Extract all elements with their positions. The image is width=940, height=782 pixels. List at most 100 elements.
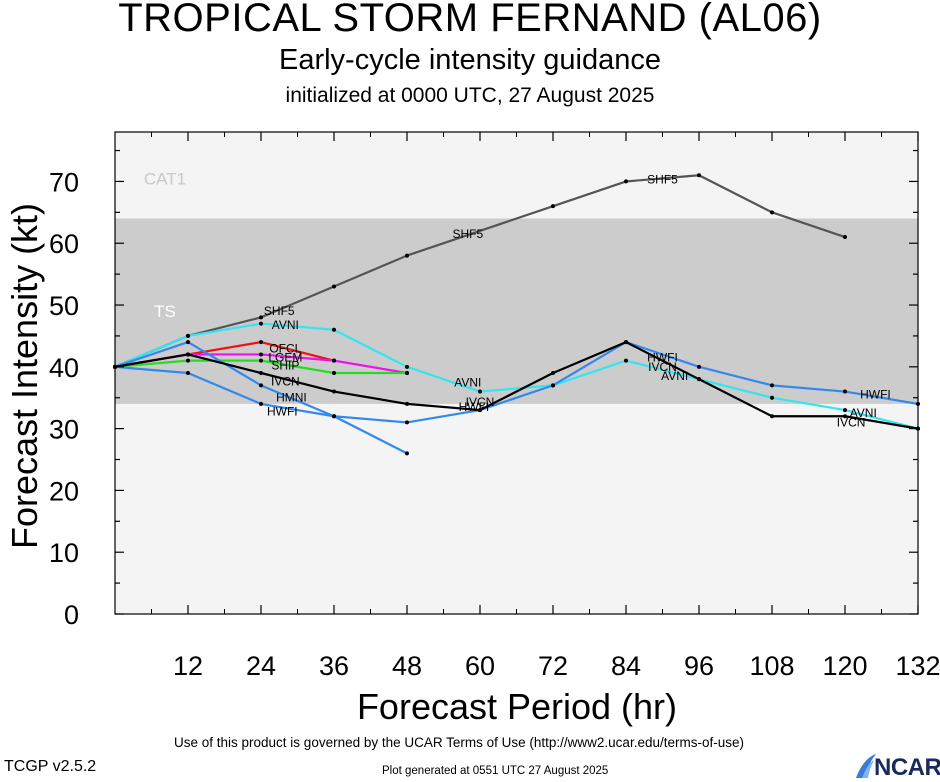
ncar-logo-icon [856, 754, 876, 778]
series-point-avni [478, 389, 482, 394]
series-point-hwfi [770, 383, 774, 388]
series-label-avni: AVNI [661, 369, 688, 383]
series-point-ship [186, 358, 190, 363]
series-label-shf5: SHF5 [264, 304, 295, 318]
series-point-ship [405, 371, 409, 375]
series-label-avni: AVNI [850, 406, 877, 420]
series-point-shf5 [332, 284, 336, 289]
x-tick-label: 108 [749, 651, 794, 681]
series-point-shf5 [843, 235, 847, 240]
series-point-hwfi [259, 401, 263, 406]
x-tick-label: 96 [684, 651, 714, 681]
series-point-hwfi [186, 371, 190, 375]
x-tick-label: 12 [173, 651, 203, 681]
band-label-cat1: CAT1 [144, 169, 186, 188]
series-label-ship: SHIP [271, 359, 299, 373]
x-tick-label: 132 [895, 651, 940, 681]
series-point-hmni [259, 383, 263, 388]
series-lines [113, 173, 920, 456]
series-label-hwfi: HWFI [459, 400, 490, 414]
band-ts [115, 218, 918, 404]
series-label-ivcn: IVCN [648, 360, 677, 374]
axes: 12 24 36 48 60 72 84 96 108 120 132 0 10 20 30 40 50 60 70 [49, 131, 940, 681]
series-point-ivcn [478, 408, 482, 413]
series-line-hwfi [114, 341, 919, 424]
x-tick-label: 84 [611, 651, 641, 681]
series-point-avni [186, 333, 190, 338]
series-label-ivcn: IVCN [837, 415, 866, 429]
series-point-ivcn [843, 414, 847, 419]
x-axis-label: Forecast Period (hr) [357, 686, 677, 727]
series-line-avni [114, 322, 919, 430]
series-point-ivcn [259, 371, 263, 375]
band-cat1 [115, 132, 918, 219]
series-point-avni [405, 364, 409, 369]
x-tick-label: 48 [392, 651, 422, 681]
y-tick-label: 50 [49, 291, 79, 321]
series-point-ivcn [770, 414, 774, 419]
series-point-ship [332, 371, 336, 375]
y-tick-label: 60 [49, 229, 79, 259]
series-label-ofcl: OFCL [269, 341, 301, 355]
chart-init-time: initialized at 0000 UTC, 27 August 2025 [285, 84, 655, 107]
series-point-avni [624, 358, 628, 363]
series-point-hwfi [697, 364, 701, 369]
y-tick-label: 20 [49, 476, 79, 506]
series-label-ivcn: IVCN [271, 375, 300, 389]
series-label-ivcn: IVCN [466, 395, 495, 409]
series-label-hwfi: HWFI [860, 388, 891, 402]
series-label-lgem: LGEM [268, 351, 302, 365]
series-point-hwfi [551, 383, 555, 388]
series-point-ivcn [551, 371, 555, 375]
series-point-hmni [332, 414, 336, 419]
chart-title: TROPICAL STORM FERNAND (AL06) [118, 0, 822, 40]
series-point-hwfi [843, 389, 847, 394]
series-point-shf5 [624, 179, 628, 184]
band-label-ts: TS [154, 302, 176, 321]
series-label-shf5: SHF5 [647, 173, 678, 187]
series-point-avni [332, 327, 336, 332]
y-tick-label: 30 [49, 415, 79, 445]
y-tick-label: 0 [64, 600, 79, 630]
series-point-avni [770, 395, 774, 400]
band-labels: TS CAT1 [144, 169, 186, 321]
plot-generated-time: Plot generated at 0551 UTC 27 August 202… [382, 765, 609, 777]
series-point-hmni [405, 451, 409, 456]
series-point-ofcl [259, 340, 263, 345]
series-label-avni: AVNI [272, 318, 299, 332]
series-label-hwfi: HWFI [267, 404, 298, 418]
y-tick-label: 40 [49, 353, 79, 383]
series-point-ivcn [186, 352, 190, 357]
series-point-ship [259, 358, 263, 363]
x-tick-label: 120 [822, 651, 867, 681]
series-point-shf5 [697, 173, 701, 178]
x-tick-label: 24 [246, 651, 276, 681]
version-label: TCGP v2.5.2 [4, 758, 97, 775]
terms-of-use: Use of this product is governed by the U… [174, 735, 744, 750]
y-axis-label: Forecast Intensity (kt) [4, 203, 45, 549]
y-tick-label: 10 [49, 538, 79, 568]
x-tick-label: 60 [465, 651, 495, 681]
series-point-lgem [259, 352, 263, 357]
series-point-lgem [332, 358, 336, 363]
series-label-avni: AVNI [454, 375, 481, 389]
series-point-ivcn [624, 340, 628, 345]
chart-subtitle: Early-cycle intensity guidance [278, 44, 661, 76]
series-point-shf5 [551, 204, 555, 209]
series-point-ivcn [405, 401, 409, 406]
series-point-shf5 [770, 210, 774, 215]
series-point-ivcn [697, 377, 701, 382]
series-point-avni [843, 408, 847, 413]
series-line-ivcn [114, 341, 919, 430]
series-label-hmni: HMNI [276, 391, 307, 405]
series-point-shf5 [405, 253, 409, 258]
series-point-ivcn [332, 389, 336, 394]
y-tick-label: 70 [49, 167, 79, 197]
ncar-logo-text: NCAR [874, 754, 940, 781]
plot-background [115, 132, 918, 614]
series-label-hwfi: HWFI [647, 351, 678, 365]
series-point-hwfi [405, 420, 409, 425]
series-line-shf5 [114, 174, 846, 368]
